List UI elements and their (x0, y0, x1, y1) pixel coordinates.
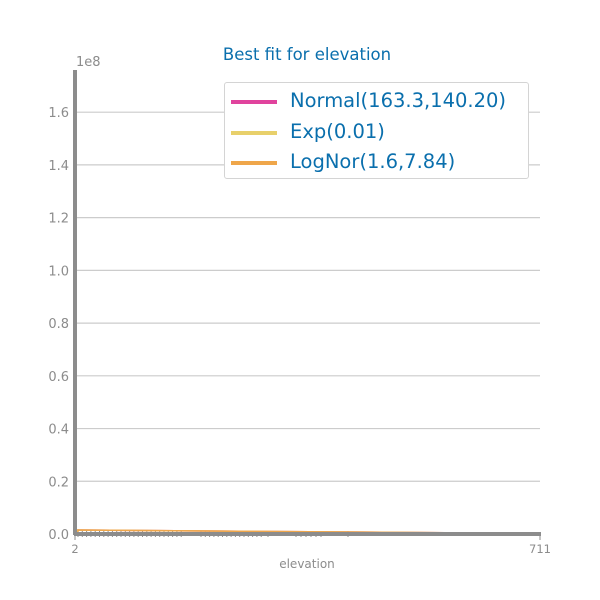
legend-entry: Normal(163.3,140.20) (225, 87, 528, 118)
y-tick-labels: 0.0 0.2 0.4 0.6 0.8 1.0 1.2 1.4 1.6 (48, 106, 69, 543)
legend-label: Exp(0.01) (290, 119, 385, 143)
x-axis-label: elevation (279, 557, 335, 571)
y-multiplier-label: 1e8 (76, 55, 101, 70)
chart-legend: Normal(163.3,140.20) Exp(0.01) LogNor(1.6,… (224, 82, 529, 179)
chart-title: Best fit for elevation (223, 45, 391, 64)
legend-entry: LogNor(1.6,7.84) (225, 148, 528, 179)
y-tick-label: 1.4 (48, 159, 69, 174)
y-tick-label: 0.2 (48, 475, 69, 490)
legend-label: LogNor(1.6,7.84) (290, 150, 456, 173)
x-tick-label: 711 (529, 542, 551, 556)
legend-swatch (231, 100, 277, 104)
y-tick-label: 1.0 (48, 264, 69, 279)
x-tick-label: 2 (71, 542, 78, 556)
legend-swatch (231, 161, 277, 165)
legend-swatch (231, 130, 277, 135)
y-tick-label: 0.8 (48, 317, 69, 332)
x-tick-labels: 2 711 (71, 534, 551, 556)
y-tick-label: 1.6 (48, 106, 69, 121)
legend-entry: Exp(0.01) (225, 118, 528, 149)
y-tick-label: 0.4 (48, 423, 69, 438)
y-tick-label: 0.6 (48, 370, 69, 385)
legend-label: Normal(163.3,140.20) (290, 89, 507, 112)
y-tick-label: 1.2 (48, 212, 69, 227)
y-tick-label: 0.0 (48, 528, 69, 543)
